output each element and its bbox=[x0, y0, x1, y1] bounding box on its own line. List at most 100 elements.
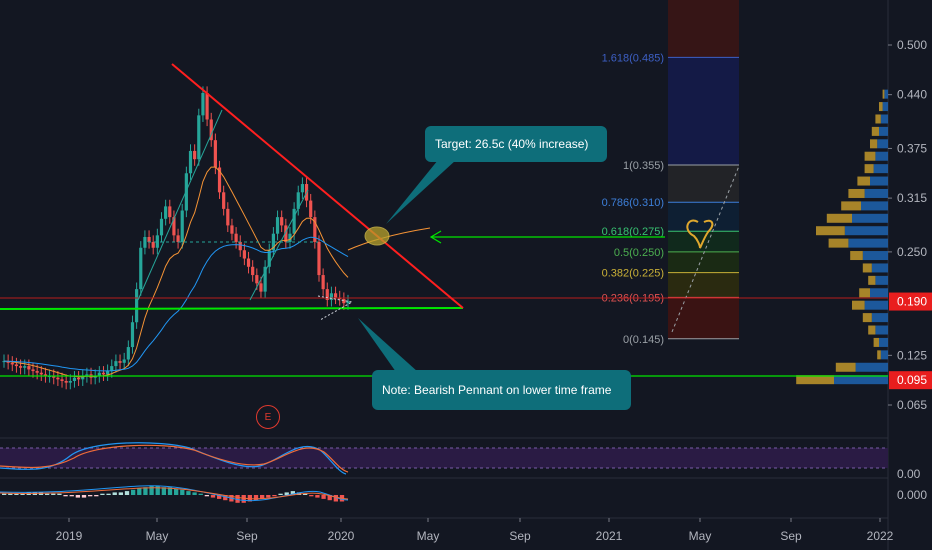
volume-profile-bar-up bbox=[875, 325, 888, 335]
candle-body bbox=[64, 381, 68, 383]
volume-profile-bar-down bbox=[879, 102, 883, 112]
macd-histogram-bar bbox=[192, 492, 197, 495]
heart-doodle bbox=[686, 219, 714, 249]
x-tick-label: 2020 bbox=[328, 529, 355, 543]
candle-body bbox=[97, 372, 101, 377]
time-axis[interactable]: 2019 May Sep 2020 May Sep 2021 May Sep 2022 bbox=[56, 518, 894, 543]
candle-body bbox=[288, 233, 292, 242]
fib-level-label: 1.618(0.485) bbox=[602, 52, 664, 64]
macd-histogram-bar bbox=[100, 493, 105, 495]
fib-zone bbox=[668, 272, 739, 298]
candle-body bbox=[130, 322, 135, 348]
note-callout-text: Note: Bearish Pennant on lower time fram… bbox=[382, 383, 612, 397]
candle-body bbox=[217, 167, 222, 193]
fib-zone bbox=[668, 297, 739, 339]
candle-body bbox=[329, 293, 334, 300]
candle-body bbox=[60, 379, 64, 381]
candle-body bbox=[213, 140, 217, 168]
candle-body bbox=[209, 119, 213, 141]
fib-level-label: 0.786(0.310) bbox=[602, 197, 664, 209]
earnings-event-badge[interactable]: E bbox=[256, 405, 280, 429]
x-tick-label: Sep bbox=[780, 529, 802, 543]
x-tick-label: 2019 bbox=[56, 529, 83, 543]
candle-body bbox=[346, 301, 350, 304]
target-callout-pointer bbox=[386, 160, 456, 224]
candle-body bbox=[309, 200, 313, 218]
volume-profile bbox=[796, 89, 888, 385]
candle-body bbox=[230, 225, 234, 234]
oscillator-d-line bbox=[0, 444, 349, 473]
volume-profile-bar-up bbox=[875, 151, 888, 161]
oscillator-band bbox=[0, 448, 888, 468]
macd-histogram-bar bbox=[303, 493, 308, 495]
volume-profile-bar-down bbox=[882, 89, 885, 99]
volume-profile-bar-up bbox=[871, 313, 888, 323]
support-price-label-bg bbox=[889, 371, 932, 390]
event-badge-label: E bbox=[264, 411, 272, 423]
candle-body bbox=[176, 235, 180, 242]
candle-body bbox=[238, 241, 242, 251]
macd-histogram-bar bbox=[260, 495, 265, 499]
candle-body bbox=[85, 374, 89, 377]
candle-body bbox=[242, 250, 246, 259]
macd-histogram-bar bbox=[118, 492, 124, 495]
candle-body bbox=[275, 217, 280, 234]
macd-histogram-bar bbox=[124, 491, 130, 495]
price-axis[interactable]: 0.500 0.440 0.375 0.315 0.250 0.190 0.125 0.095… bbox=[888, 38, 932, 502]
candle-body bbox=[222, 192, 226, 209]
volume-profile-bar-up bbox=[855, 362, 888, 372]
x-tick-label: May bbox=[417, 529, 440, 543]
candle-body bbox=[296, 192, 300, 209]
candle-body bbox=[263, 266, 267, 292]
target-arrow-head bbox=[429, 230, 442, 244]
volume-profile-bar-up bbox=[884, 89, 888, 99]
volume-profile-bar-down bbox=[868, 325, 876, 335]
macd-histogram-bar bbox=[333, 495, 339, 502]
macd-histogram-bar bbox=[149, 485, 154, 495]
volume-profile-bar-up bbox=[844, 226, 888, 236]
oscillator-tick-label: 0.00 bbox=[897, 467, 921, 481]
candle-body bbox=[313, 217, 317, 242]
fib-zone bbox=[668, 0, 739, 58]
macd-histogram-bar bbox=[69, 495, 74, 497]
x-tick-label: May bbox=[689, 529, 712, 543]
candle-body bbox=[31, 369, 35, 372]
macd-histogram-bar bbox=[321, 495, 326, 499]
candle-body bbox=[110, 366, 114, 372]
volume-profile-bar-up bbox=[879, 126, 888, 136]
candle-body bbox=[27, 366, 31, 370]
volume-profile-bar-down bbox=[862, 263, 872, 273]
candle-body bbox=[147, 237, 151, 242]
volume-profile-bar-down bbox=[835, 362, 856, 372]
candle-body bbox=[114, 361, 118, 367]
target-ellipse bbox=[364, 226, 390, 246]
candle-body bbox=[135, 289, 139, 323]
candle-body bbox=[168, 206, 172, 218]
volume-profile-bar-down bbox=[841, 201, 861, 211]
support-price-label: 0.095 bbox=[897, 373, 927, 387]
volume-profile-bar-down bbox=[864, 164, 874, 174]
candle-body bbox=[35, 371, 39, 373]
pattern-line bbox=[249, 189, 309, 301]
candle-body bbox=[255, 275, 259, 284]
descending-trendline bbox=[171, 63, 464, 309]
candle-body bbox=[52, 376, 56, 378]
y-tick-label: 0.125 bbox=[897, 348, 927, 362]
candle-body bbox=[246, 258, 251, 267]
candle-body bbox=[292, 208, 296, 234]
fib-zone bbox=[668, 202, 739, 232]
macd-histogram-bar bbox=[266, 495, 271, 498]
volume-profile-bar-down bbox=[862, 313, 872, 323]
candle-body bbox=[259, 283, 263, 292]
candle-body bbox=[333, 293, 338, 298]
x-tick-label: Sep bbox=[236, 529, 258, 543]
candle-body bbox=[342, 299, 346, 304]
macd-histogram-bar bbox=[51, 493, 56, 495]
candle-body bbox=[126, 347, 130, 360]
macd-histogram-bar bbox=[57, 493, 62, 495]
macd-pane bbox=[0, 485, 349, 503]
candle-body bbox=[143, 237, 147, 248]
fib-zone bbox=[668, 165, 739, 203]
candle-body bbox=[68, 381, 72, 383]
